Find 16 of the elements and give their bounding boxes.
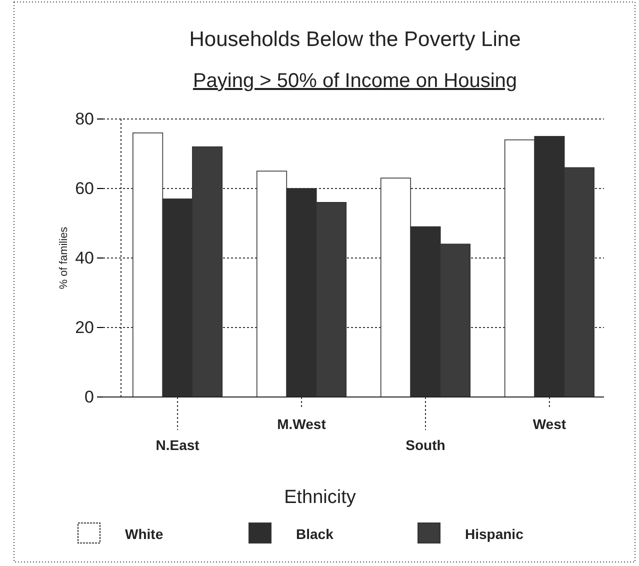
legend-label: White	[125, 526, 164, 542]
x-tick-label: West	[532, 416, 566, 432]
chart-title: Households Below the Poverty Line	[189, 28, 521, 51]
x-tick-label: N.East	[156, 437, 200, 453]
y-tick-label: 0	[84, 387, 94, 406]
y-tick-label: 40	[75, 248, 94, 268]
x-tick-label: M.West	[277, 416, 326, 432]
x-tick-label: South	[406, 437, 446, 453]
y-tick-label: 80	[75, 109, 94, 128]
legend-title: Ethnicity	[284, 487, 356, 508]
chart-subtitle: Paying > 50% of Income on Housing	[192, 70, 518, 92]
legend-label: Hispanic	[465, 526, 524, 542]
legend-label: Black	[296, 526, 334, 542]
y-tick-label: 60	[75, 178, 94, 198]
y-axis-title: % of families	[58, 226, 70, 290]
y-tick-label: 20	[75, 318, 94, 337]
